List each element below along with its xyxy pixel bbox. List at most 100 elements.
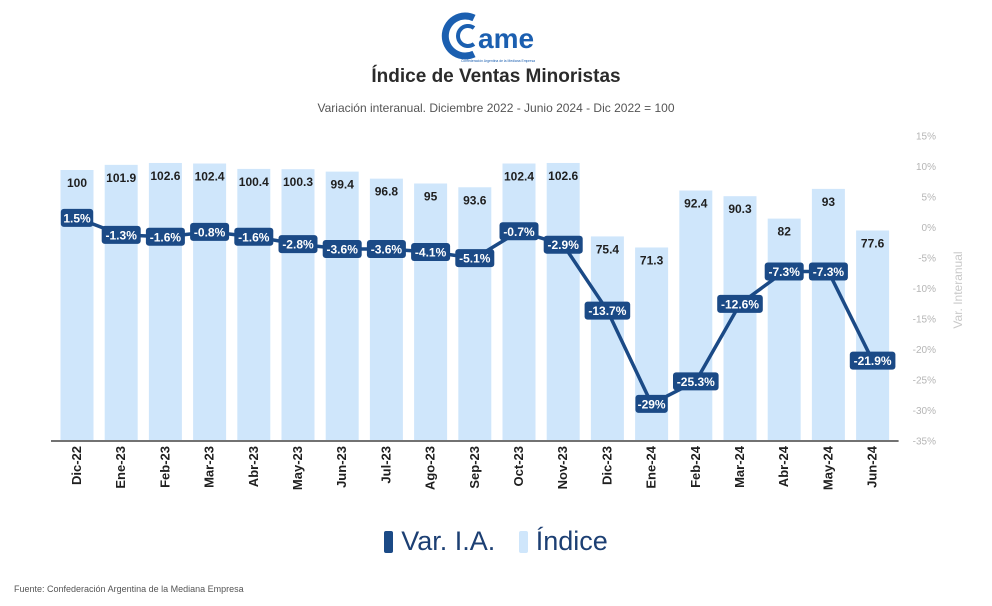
point-value-label: -0.7% — [503, 225, 535, 239]
bar[interactable] — [723, 196, 757, 440]
point-value-label: -13.7% — [588, 304, 626, 318]
bar-value-label: 102.6 — [150, 169, 180, 183]
point-label-box — [101, 225, 141, 244]
legend-swatch-bar — [518, 530, 528, 553]
bar[interactable] — [546, 162, 580, 441]
point-value-label: -1.6% — [150, 230, 182, 244]
point-value-label: -3.6% — [371, 242, 403, 256]
point-label-box — [673, 372, 719, 391]
y2-tick-label: 10% — [916, 162, 936, 173]
x-tick-label: Dic-23 — [599, 446, 614, 485]
bar[interactable] — [104, 164, 138, 440]
point-value-label: 1.5% — [63, 211, 91, 225]
point-label-box — [411, 243, 451, 262]
point-value-label: -3.6% — [327, 242, 359, 256]
bar-value-label: 75.4 — [596, 242, 620, 256]
bar-value-label: 93 — [822, 195, 836, 209]
y2-tick-label: -30% — [913, 406, 936, 417]
bar[interactable] — [590, 236, 624, 440]
x-tick-label: Sep-23 — [467, 446, 482, 489]
x-tick-label: May-23 — [290, 446, 305, 490]
point-label-box — [322, 239, 362, 258]
bar[interactable] — [148, 162, 182, 441]
bar[interactable] — [325, 171, 359, 440]
point-value-label: -7.3% — [769, 265, 801, 279]
bar-value-label: 93.6 — [463, 193, 487, 207]
y2-tick-label: 15% — [916, 132, 936, 143]
point-label-box — [717, 294, 763, 313]
x-tick-label: Ene-23 — [113, 446, 128, 489]
point-value-label: -12.6% — [721, 297, 759, 311]
x-tick-label: Mar-23 — [202, 446, 217, 488]
y2-tick-label: -10% — [913, 284, 936, 295]
x-tick-label: Mar-24 — [732, 445, 747, 488]
point-value-label: -5.1% — [459, 252, 491, 266]
point-label-box — [584, 301, 631, 320]
point-value-label: -0.8% — [194, 225, 226, 239]
y2-tick-label: 0% — [922, 223, 937, 234]
point-label-box — [499, 222, 539, 241]
bar-value-label: 95 — [424, 190, 438, 204]
x-tick-label: Feb-23 — [157, 446, 172, 488]
legend: Var. I.A. Índice — [0, 526, 992, 560]
chart-title: Índice de Ventas Minoristas — [371, 66, 621, 87]
point-value-label: -29% — [638, 397, 666, 411]
y2-tick-label: -25% — [913, 376, 936, 387]
point-labels-layer: 1.5%-1.3% -1.6% -0.8% -1.6%-2.8% -3.6% -3.6% -… — [60, 208, 896, 413]
right-axis: 15% 10% 5% 0% -5% -10% -15% -20% -25% -30% -35% Var… — [913, 132, 965, 448]
bar-value-label: 102.6 — [548, 169, 578, 183]
point-value-label: -2.8% — [282, 238, 314, 252]
bar[interactable] — [237, 168, 271, 441]
point-label-box — [808, 262, 848, 281]
point-label-box — [455, 249, 495, 268]
x-axis: Dic-22 Ene-23 Feb-23 Mar-23 Abr-23 May-23 Jun-… — [51, 440, 899, 490]
bar-value-label: 96.8 — [375, 185, 399, 199]
bar-value-label: 77.6 — [861, 236, 885, 250]
logo-tagline: Confederación Argentina de la Mediana Em… — [461, 59, 535, 63]
bar-value-label: 99.4 — [331, 178, 355, 192]
x-tick-label: Ago-23 — [423, 446, 438, 490]
bar[interactable] — [679, 190, 713, 440]
bar[interactable] — [502, 163, 536, 440]
point-value-label: -7.3% — [813, 265, 845, 279]
bar[interactable] — [369, 178, 403, 440]
x-tick-label: Dic-22 — [69, 446, 84, 485]
point-label-box — [278, 235, 318, 254]
logo-mark — [441, 12, 476, 60]
y2-tick-label: 5% — [922, 193, 937, 204]
x-tick-label: Jul-23 — [378, 446, 393, 484]
bar-value-label: 102.4 — [195, 170, 225, 184]
y2-tick-label: -20% — [913, 345, 936, 356]
bar-value-label: 82 — [778, 225, 792, 239]
x-tick-label: Abr-24 — [776, 445, 791, 487]
bar[interactable] — [414, 183, 448, 441]
bar-value-label: 102.4 — [504, 170, 534, 184]
point-value-label: -25.3% — [677, 375, 715, 389]
x-tick-label: Abr-23 — [246, 446, 261, 487]
point-value-label: -21.9% — [854, 354, 892, 368]
bar[interactable] — [281, 169, 315, 440]
bar-value-label: 101.9 — [106, 171, 136, 185]
bar-labels-layer: 100 101.9 102.6 102.4 100.4 100.3 99.4 96.8 95 93… — [67, 169, 885, 268]
bar[interactable] — [193, 163, 227, 440]
bar[interactable] — [767, 218, 801, 440]
x-tick-label: Feb-24 — [688, 445, 703, 488]
x-tick-label: Jun-24 — [865, 445, 880, 488]
point-value-label: -2.9% — [548, 238, 580, 252]
y2-tick-label: -35% — [913, 437, 936, 448]
bar[interactable] — [458, 187, 492, 440]
x-tick-label: Jun-23 — [334, 446, 349, 488]
point-label-box — [234, 227, 274, 246]
came-logo: ame Confederación Argentina de la Median… — [441, 12, 535, 63]
y2-axis-title: Var. Interanual — [951, 251, 965, 328]
point-value-label: -1.6% — [238, 230, 270, 244]
point-label-box — [190, 222, 230, 241]
legend-item-indice[interactable]: Índice — [518, 526, 608, 557]
x-tick-label: Ene-24 — [644, 445, 659, 488]
bars-layer — [60, 162, 890, 441]
legend-swatch-line — [384, 530, 394, 553]
point-label-box — [635, 394, 668, 413]
bar[interactable] — [811, 188, 845, 440]
x-tick-label: May-24 — [820, 445, 835, 490]
legend-item-var[interactable]: Var. I.A. — [384, 526, 495, 557]
